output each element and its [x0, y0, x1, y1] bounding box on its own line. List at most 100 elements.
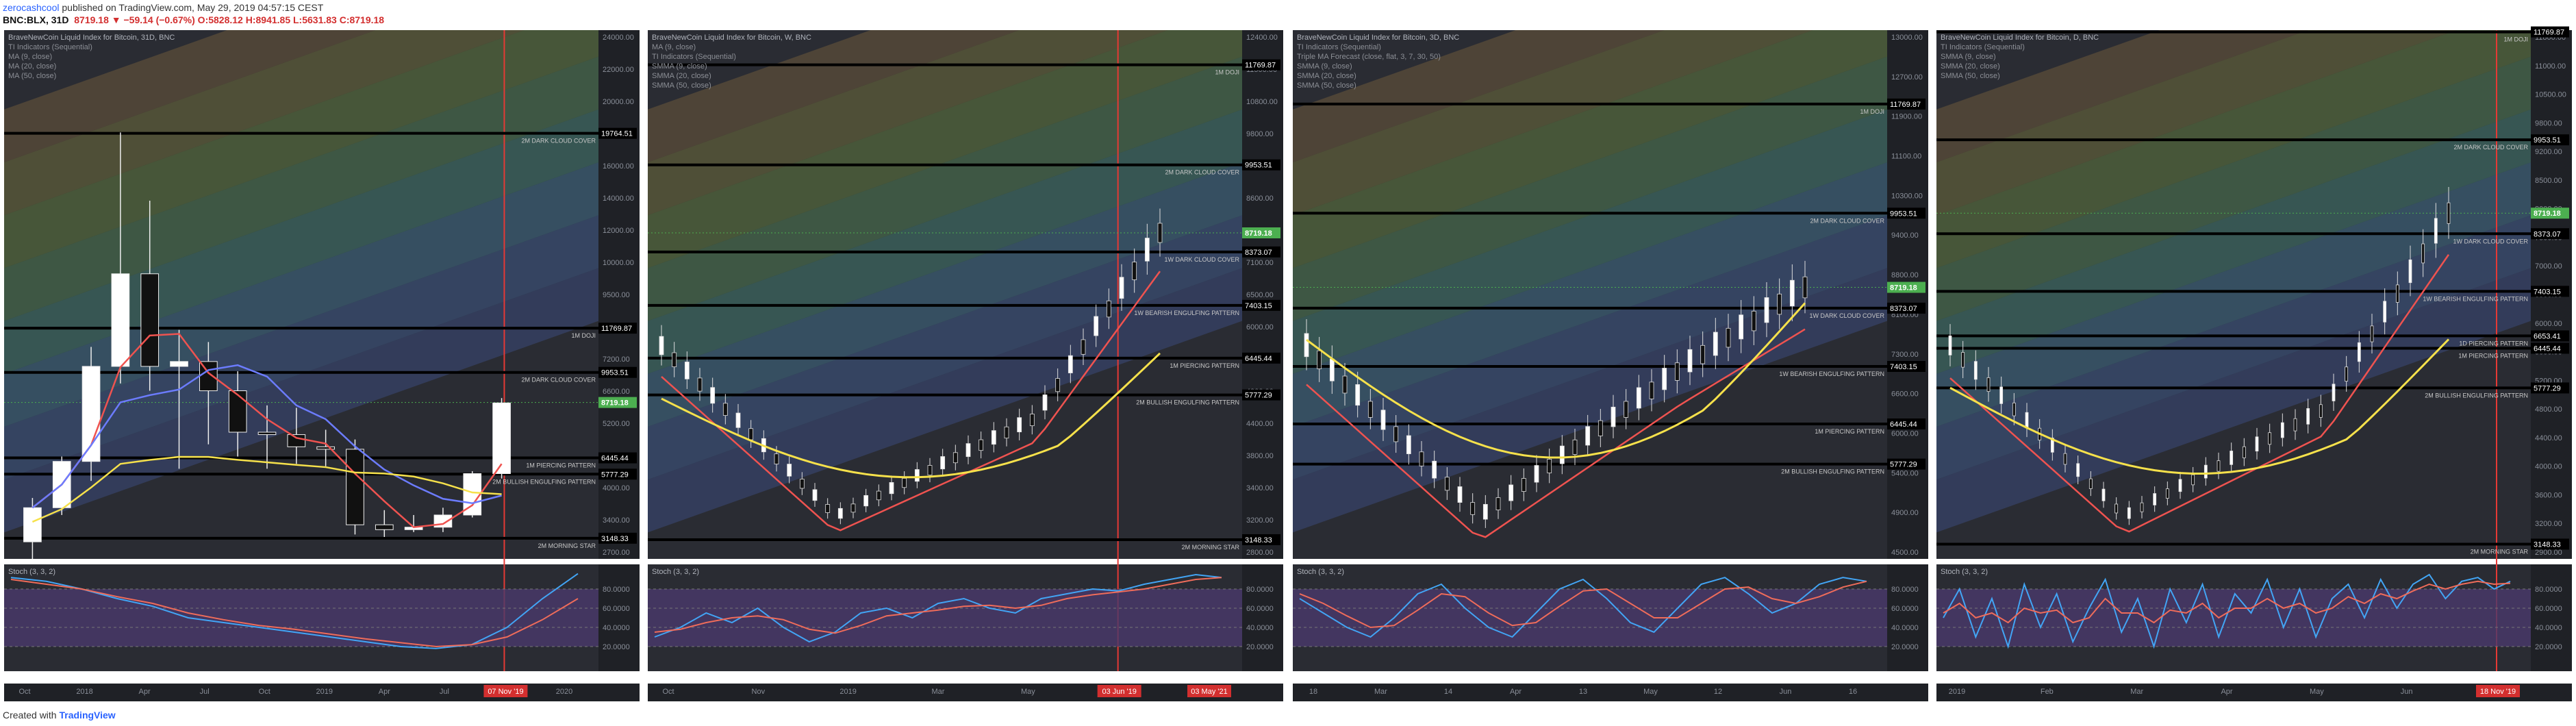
band-1 — [1936, 268, 2531, 533]
candle-body — [1521, 478, 1526, 492]
price-tick-label: 9500.00 — [603, 291, 630, 299]
time-tick-label: Nov — [752, 688, 766, 696]
candle-body — [2217, 460, 2221, 472]
price-tick-label: 4000.00 — [2535, 463, 2562, 471]
time-axis-bg — [1293, 684, 1928, 701]
footer: Created with TradingView — [3, 710, 116, 721]
candle-body — [1534, 465, 1539, 483]
price-tick-label: 3600.00 — [2535, 491, 2562, 499]
price-tick-label: 3800.00 — [1246, 452, 1274, 460]
price-tick-label: 10800.00 — [1246, 98, 1278, 106]
candle-body — [2127, 507, 2131, 519]
level-badge — [1242, 246, 1280, 258]
candle-body — [710, 387, 716, 404]
ma-red-line — [661, 271, 1161, 531]
price-tick-label: 7300.00 — [1891, 351, 1919, 359]
candle-body — [81, 366, 101, 462]
stoch-tick-label: 80.0000 — [1891, 586, 1919, 594]
candle-body — [863, 495, 869, 507]
candle-body — [2114, 503, 2119, 514]
level-value: 7403.15 — [1890, 363, 1917, 371]
price-tick-label: 20000.00 — [603, 98, 634, 106]
candle-body — [1674, 362, 1680, 381]
candle-body — [2191, 474, 2195, 486]
level-value: 5777.29 — [1245, 392, 1272, 400]
candle-body — [375, 524, 394, 530]
candle-body — [1624, 401, 1629, 418]
candle-body — [1999, 386, 2004, 404]
legend-title: BraveNewCoin Liquid Index for Bitcoin, W… — [652, 34, 811, 42]
candle-body — [799, 479, 805, 489]
candle-body — [2345, 366, 2349, 382]
time-tick-label: 2019 — [839, 688, 856, 696]
candle-body — [1687, 349, 1693, 373]
level-pattern-label: 1M DOJI — [1860, 108, 1884, 115]
level-badge — [2531, 26, 2569, 38]
candle-body — [1444, 477, 1450, 491]
candle-body — [1055, 378, 1061, 392]
candle-body — [774, 453, 779, 464]
level-pattern-label: 1M DOJI — [571, 332, 596, 339]
ma-blue-line — [31, 364, 502, 509]
level-badge — [598, 532, 637, 544]
band-7 — [4, 30, 525, 216]
author-link[interactable]: zerocashcool — [3, 2, 60, 13]
ma-yellow-line — [661, 352, 1161, 479]
candle-body — [952, 452, 958, 464]
level-badge — [1242, 299, 1280, 311]
candle-body — [1393, 426, 1399, 442]
candle-body — [2050, 438, 2054, 453]
band-2 — [1293, 215, 1887, 480]
date-badge-label: 03 May '21 — [1191, 688, 1227, 696]
level-value: 6445.44 — [1890, 421, 1917, 429]
band-2 — [4, 215, 598, 480]
band-fan — [1293, 30, 1887, 533]
level-badge — [2531, 286, 2569, 297]
level-value: 6445.44 — [601, 455, 629, 463]
legend-item: MA (50, close) — [8, 72, 56, 80]
price-tick-label: 9800.00 — [1246, 130, 1274, 138]
band-5 — [1936, 56, 2531, 321]
time-axis-bg — [1936, 684, 2572, 701]
price-tick-label: 9200.00 — [2535, 148, 2562, 156]
tradingview-logo[interactable]: TradingView — [59, 710, 116, 721]
price-tick-label: 8800.00 — [1891, 271, 1919, 279]
candle-body — [346, 449, 364, 525]
candle-body — [684, 362, 690, 379]
level-pattern-label: 1M DOJI — [2503, 36, 2528, 43]
time-tick-label: 13 — [1579, 688, 1587, 696]
level-pattern-label: 1W BEARISH ENGULFING PATTERN — [1134, 310, 1239, 316]
candle-body — [1342, 375, 1348, 394]
stoch-d-line — [654, 577, 1222, 634]
level-pattern-label: 2M MORNING STAR — [538, 542, 596, 549]
symbol-title: BNC:BLX, 31D — [3, 14, 69, 25]
legend-item: SMMA (50, close) — [1297, 82, 1356, 90]
level-badge — [2531, 330, 2569, 342]
current-price-label: 8719.18 — [1890, 284, 1917, 292]
time-tick-label: Mar — [2130, 688, 2143, 696]
price-tick-label: 14000.00 — [603, 195, 634, 203]
level-pattern-label: 2M MORNING STAR — [2471, 548, 2529, 555]
stoch-tick-label: 60.0000 — [603, 605, 630, 613]
candle-body — [1144, 238, 1150, 262]
legend-item: SMMA (20, close) — [1297, 72, 1356, 80]
level-value: 5777.29 — [601, 471, 629, 479]
level-value: 9953.51 — [601, 369, 629, 377]
current-price-label: 8719.18 — [601, 399, 629, 408]
level-value: 11769.87 — [2534, 29, 2564, 37]
ma-red-line — [31, 333, 503, 529]
candle-body — [927, 465, 933, 476]
time-tick-label: 2018 — [76, 688, 92, 696]
candle-body — [2165, 488, 2169, 499]
level-pattern-label: 2M BULLISH ENGULFING PATTERN — [2425, 392, 2528, 399]
level-pattern-label: 1M PIERCING PATTERN — [1815, 428, 1884, 435]
level-pattern-label: 1W BEARISH ENGULFING PATTERN — [2423, 295, 2528, 302]
date-badge-label: 18 Nov '19 — [2480, 688, 2516, 696]
ma-yellow-line — [1949, 338, 2450, 475]
candle-body — [914, 469, 920, 482]
legend-item: TI Indicators (Sequential) — [652, 53, 736, 61]
level-value: 5777.29 — [2534, 384, 2561, 392]
stoch-tick-label: 20.0000 — [1891, 643, 1919, 651]
price-tick-label: 2900.00 — [2535, 549, 2562, 557]
stoch-axis-bg — [1242, 564, 1283, 671]
